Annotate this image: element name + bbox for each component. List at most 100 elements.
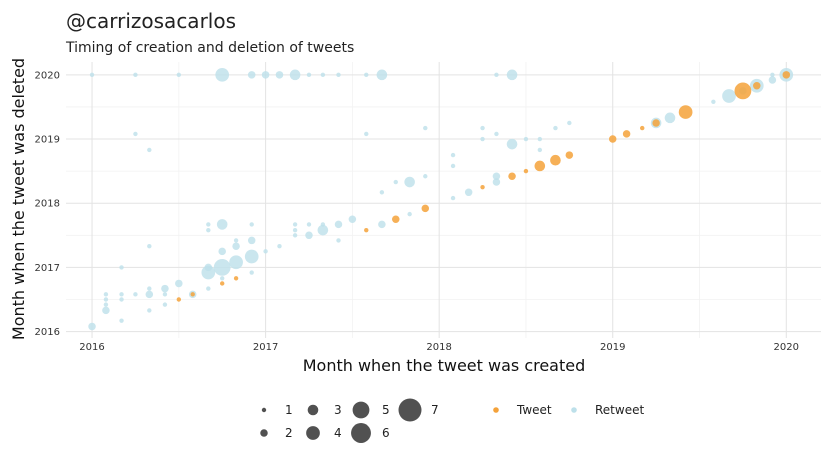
retweet-point (215, 67, 230, 82)
retweet-point (506, 69, 518, 81)
retweet-point (292, 227, 298, 233)
tweet-point (565, 151, 574, 159)
retweet-point (450, 152, 456, 158)
retweet-point (364, 72, 369, 78)
tweet-point (176, 297, 182, 302)
retweet-point (218, 247, 226, 256)
retweet-point (480, 136, 485, 142)
retweet-point (494, 131, 499, 137)
x-axis-title: Month when the tweet was created (303, 356, 586, 375)
retweet-point (133, 72, 138, 78)
type-legend-label: Retweet (595, 403, 644, 417)
retweet-point (176, 72, 182, 78)
tweet-point (523, 168, 529, 174)
retweet-point (213, 258, 231, 276)
retweet-point (423, 125, 428, 131)
size-legend-key (261, 407, 267, 413)
retweet-point (306, 72, 312, 78)
retweet-point (249, 270, 254, 275)
retweet-point (348, 215, 357, 224)
retweet-point (220, 276, 225, 281)
tweet-point (622, 130, 631, 138)
tweet-point (782, 71, 791, 79)
retweet-point (523, 136, 529, 142)
tweet-point (534, 160, 546, 172)
retweet-point (102, 306, 110, 315)
retweet-point (103, 297, 109, 302)
y-tick-label: 2018 (35, 199, 60, 210)
tweet-point (190, 292, 195, 297)
retweet-point (204, 263, 213, 272)
retweet-point (119, 265, 124, 270)
retweet-point (664, 112, 676, 124)
retweet-point (336, 72, 341, 78)
type-legend-key (571, 407, 577, 413)
retweet-point (103, 292, 109, 297)
size-legend-key (351, 423, 371, 443)
size-legend: 1 2 3 4 5 6 7 (260, 398, 439, 443)
retweet-point (89, 72, 95, 78)
retweet-point (770, 72, 775, 78)
retweet-point (376, 69, 388, 81)
retweet-point (206, 286, 211, 291)
retweet-point (229, 255, 243, 270)
x-tick-label: 2018 (426, 342, 451, 353)
x-tick-label: 2016 (79, 342, 104, 353)
retweet-point (320, 222, 326, 227)
tweet-point (652, 119, 660, 127)
data-points (88, 67, 794, 331)
retweet-point (233, 238, 239, 243)
retweet-point (145, 290, 154, 299)
retweet-point (480, 125, 485, 131)
retweet-point (537, 136, 543, 142)
tweet-point (233, 276, 239, 281)
retweet-point (364, 131, 369, 137)
retweet-point (492, 172, 501, 181)
x-tick-label: 2020 (774, 342, 799, 353)
y-tick-label: 2017 (35, 263, 60, 274)
retweet-point (88, 322, 96, 331)
retweet-point (464, 188, 473, 197)
retweet-point (334, 220, 343, 229)
retweet-point (494, 72, 499, 78)
retweet-point (306, 222, 312, 227)
chart-title: @carrizosacarlos (66, 9, 236, 33)
retweet-point (206, 227, 211, 233)
y-tick-label: 2020 (35, 70, 60, 81)
retweet-point (249, 222, 254, 227)
chart-subtitle: Timing of creation and deletion of tweet… (65, 40, 354, 56)
retweet-point (247, 236, 256, 245)
tweet-point (678, 105, 693, 119)
retweet-point (206, 222, 211, 227)
retweet-point (379, 190, 385, 195)
tweet-point (508, 172, 516, 181)
retweet-point (450, 195, 456, 201)
retweet-point (147, 147, 152, 153)
y-axis-ticks: 2016 2017 2018 2019 2020 (35, 70, 60, 338)
retweet-point (275, 71, 284, 79)
size-legend-key (306, 426, 320, 440)
retweet-point (317, 224, 329, 236)
y-tick-label: 2016 (35, 327, 60, 338)
retweet-point (244, 249, 259, 264)
retweet-point (553, 125, 558, 131)
retweet-point (119, 297, 124, 302)
retweet-point (404, 176, 415, 188)
tweet-point (220, 281, 225, 286)
type-legend-key (493, 407, 499, 413)
tweet-point (608, 135, 617, 143)
retweet-point (147, 308, 152, 313)
x-tick-label: 2019 (600, 342, 625, 353)
tweet-point (640, 125, 645, 131)
x-tick-label: 2017 (253, 342, 278, 353)
type-legend: Tweet Retweet (493, 403, 644, 417)
retweet-point (506, 138, 518, 150)
retweet-point (263, 249, 268, 254)
retweet-point (305, 231, 313, 240)
retweet-point (336, 238, 341, 243)
retweet-point (292, 222, 298, 227)
size-legend-label: 2 (285, 426, 293, 440)
retweet-point (567, 120, 572, 126)
size-legend-label: 5 (382, 403, 390, 417)
